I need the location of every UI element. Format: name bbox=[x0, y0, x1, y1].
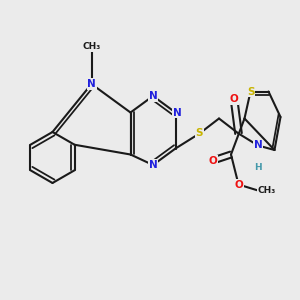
Text: CH₃: CH₃ bbox=[258, 186, 276, 195]
Text: O: O bbox=[230, 94, 238, 104]
Text: O: O bbox=[234, 179, 243, 190]
Text: O: O bbox=[208, 155, 217, 166]
Text: S: S bbox=[247, 86, 254, 97]
Text: N: N bbox=[87, 79, 96, 89]
Text: N: N bbox=[148, 91, 158, 101]
Text: S: S bbox=[196, 128, 203, 139]
Text: N: N bbox=[172, 107, 182, 118]
Text: N: N bbox=[254, 140, 262, 151]
Text: H: H bbox=[254, 164, 262, 172]
Text: N: N bbox=[148, 160, 158, 170]
Text: CH₃: CH₃ bbox=[82, 42, 100, 51]
